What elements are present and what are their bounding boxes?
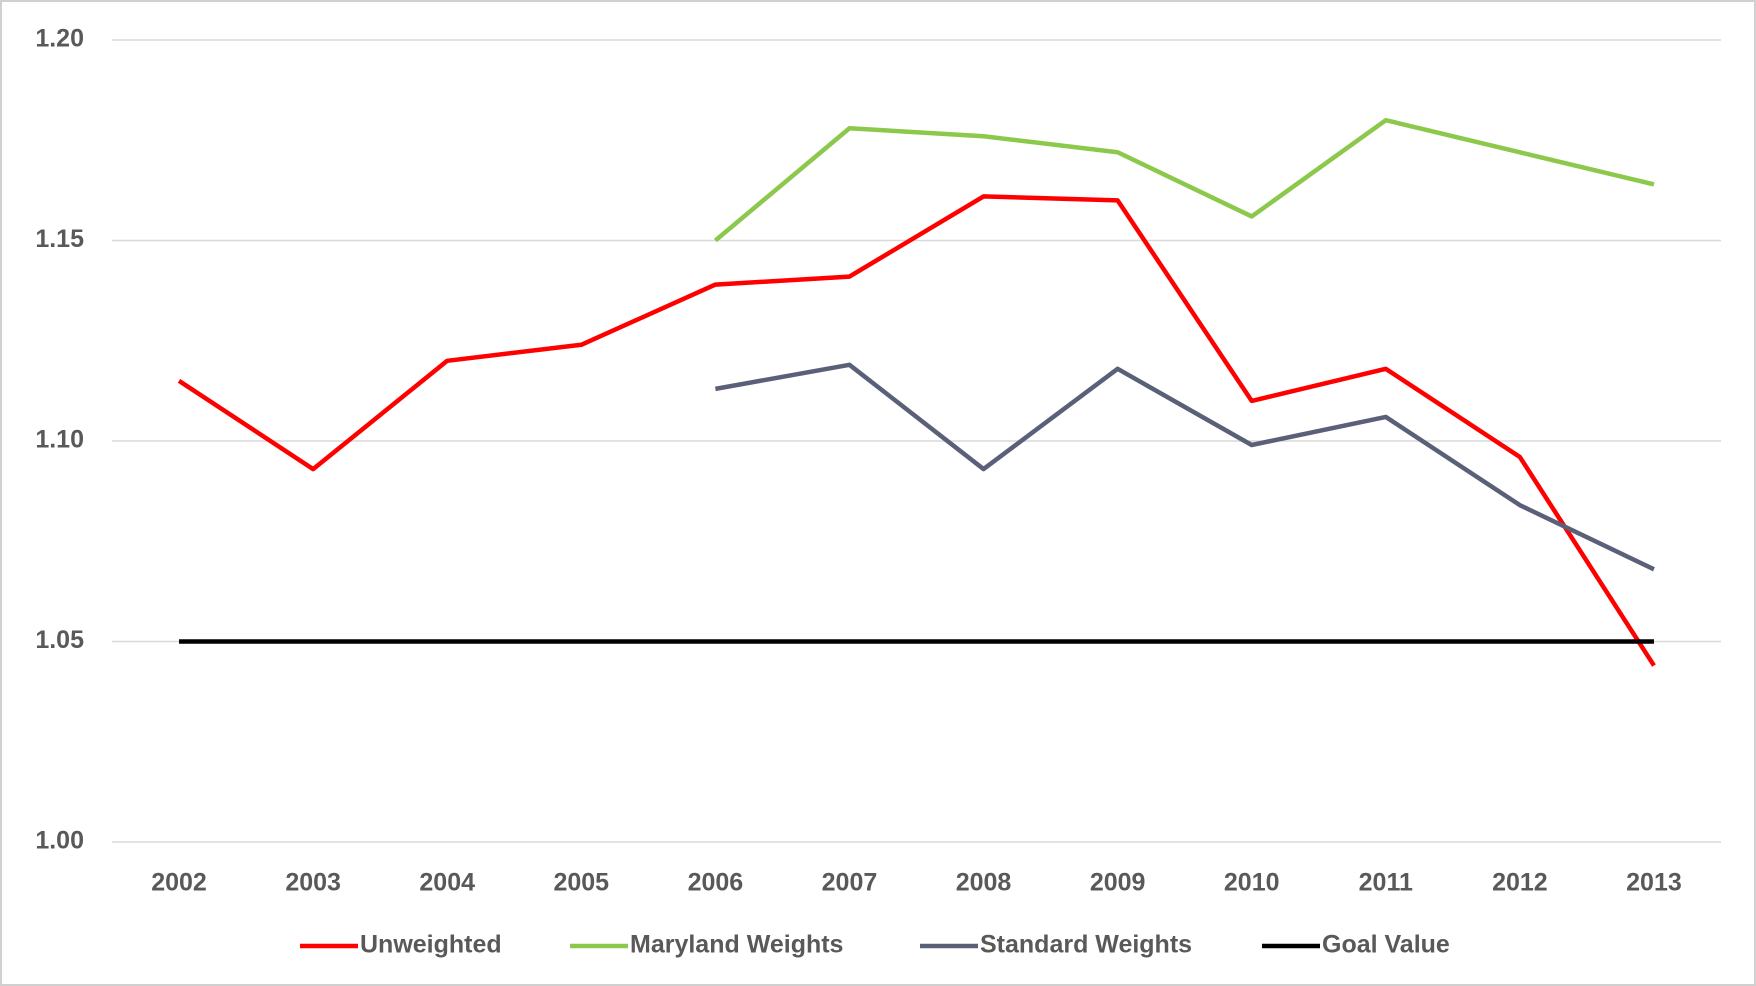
- x-tick-label: 2003: [285, 869, 341, 897]
- x-tick-label: 2008: [956, 869, 1012, 897]
- y-tick-label: 1.10: [35, 426, 84, 454]
- x-tick-label: 2007: [822, 869, 878, 897]
- y-tick-label: 1.20: [35, 25, 84, 53]
- x-tick-label: 2002: [151, 869, 207, 897]
- y-tick-label: 1.15: [35, 225, 84, 253]
- x-tick-label: 2005: [553, 869, 609, 897]
- legend-label: Standard Weights: [980, 931, 1192, 959]
- x-tick-label: 2011: [1359, 869, 1413, 897]
- legend-label: Maryland Weights: [630, 931, 843, 959]
- series-line: [177, 194, 1656, 667]
- x-tick-label: 2012: [1492, 869, 1548, 897]
- x-tick-label: 2006: [688, 869, 744, 897]
- x-tick-label: 2013: [1626, 869, 1682, 897]
- legend-label: Goal Value: [1322, 931, 1450, 959]
- y-tick-label: 1.00: [35, 827, 84, 855]
- x-tick-label: 2004: [419, 869, 475, 897]
- series-line: [714, 362, 1655, 572]
- y-tick-label: 1.05: [35, 626, 84, 654]
- x-tick-label: 2010: [1224, 869, 1280, 897]
- x-tick-label: 2009: [1090, 869, 1146, 897]
- series-line: [713, 117, 1655, 243]
- legend-label: Unweighted: [360, 931, 502, 959]
